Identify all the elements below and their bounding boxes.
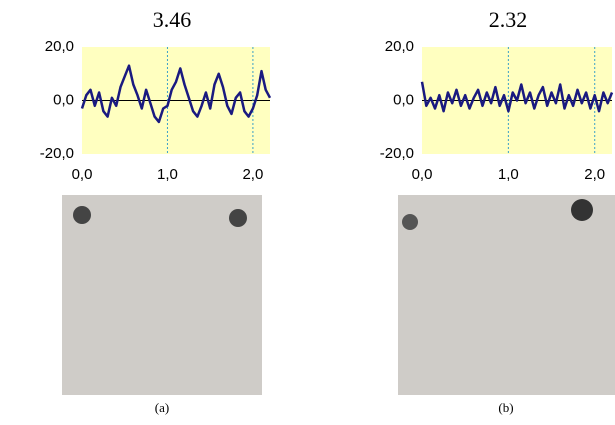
caption: (a) [155,400,169,415]
sample-photo [398,195,615,395]
hole [571,199,593,221]
y-tick-label: -20,0 [380,145,414,162]
y-tick-label: 0,0 [53,91,74,108]
y-tick-label: 20,0 [385,38,414,55]
x-tick-label: 1,0 [498,166,519,183]
hole [73,206,91,224]
x-tick-label: 0,0 [72,166,93,183]
hole [402,214,418,230]
chart-title: 3.46 [153,7,192,32]
profile-line [80,64,272,124]
sample-photo [62,195,262,395]
photo [62,195,615,395]
chart-title: 2.32 [489,7,528,32]
x-tick-label: 2,0 [584,166,605,183]
y-tick-label: 20,0 [45,38,74,55]
x-tick-label: 2,0 [242,166,263,183]
y-tick-label: 0,0 [393,91,414,108]
caption: (b) [498,400,513,415]
y-tick-label: -20,0 [40,145,74,162]
profile-line [420,81,614,113]
x-tick-label: 1,0 [157,166,178,183]
x-tick-label: 0,0 [412,166,433,183]
hole [229,209,247,227]
